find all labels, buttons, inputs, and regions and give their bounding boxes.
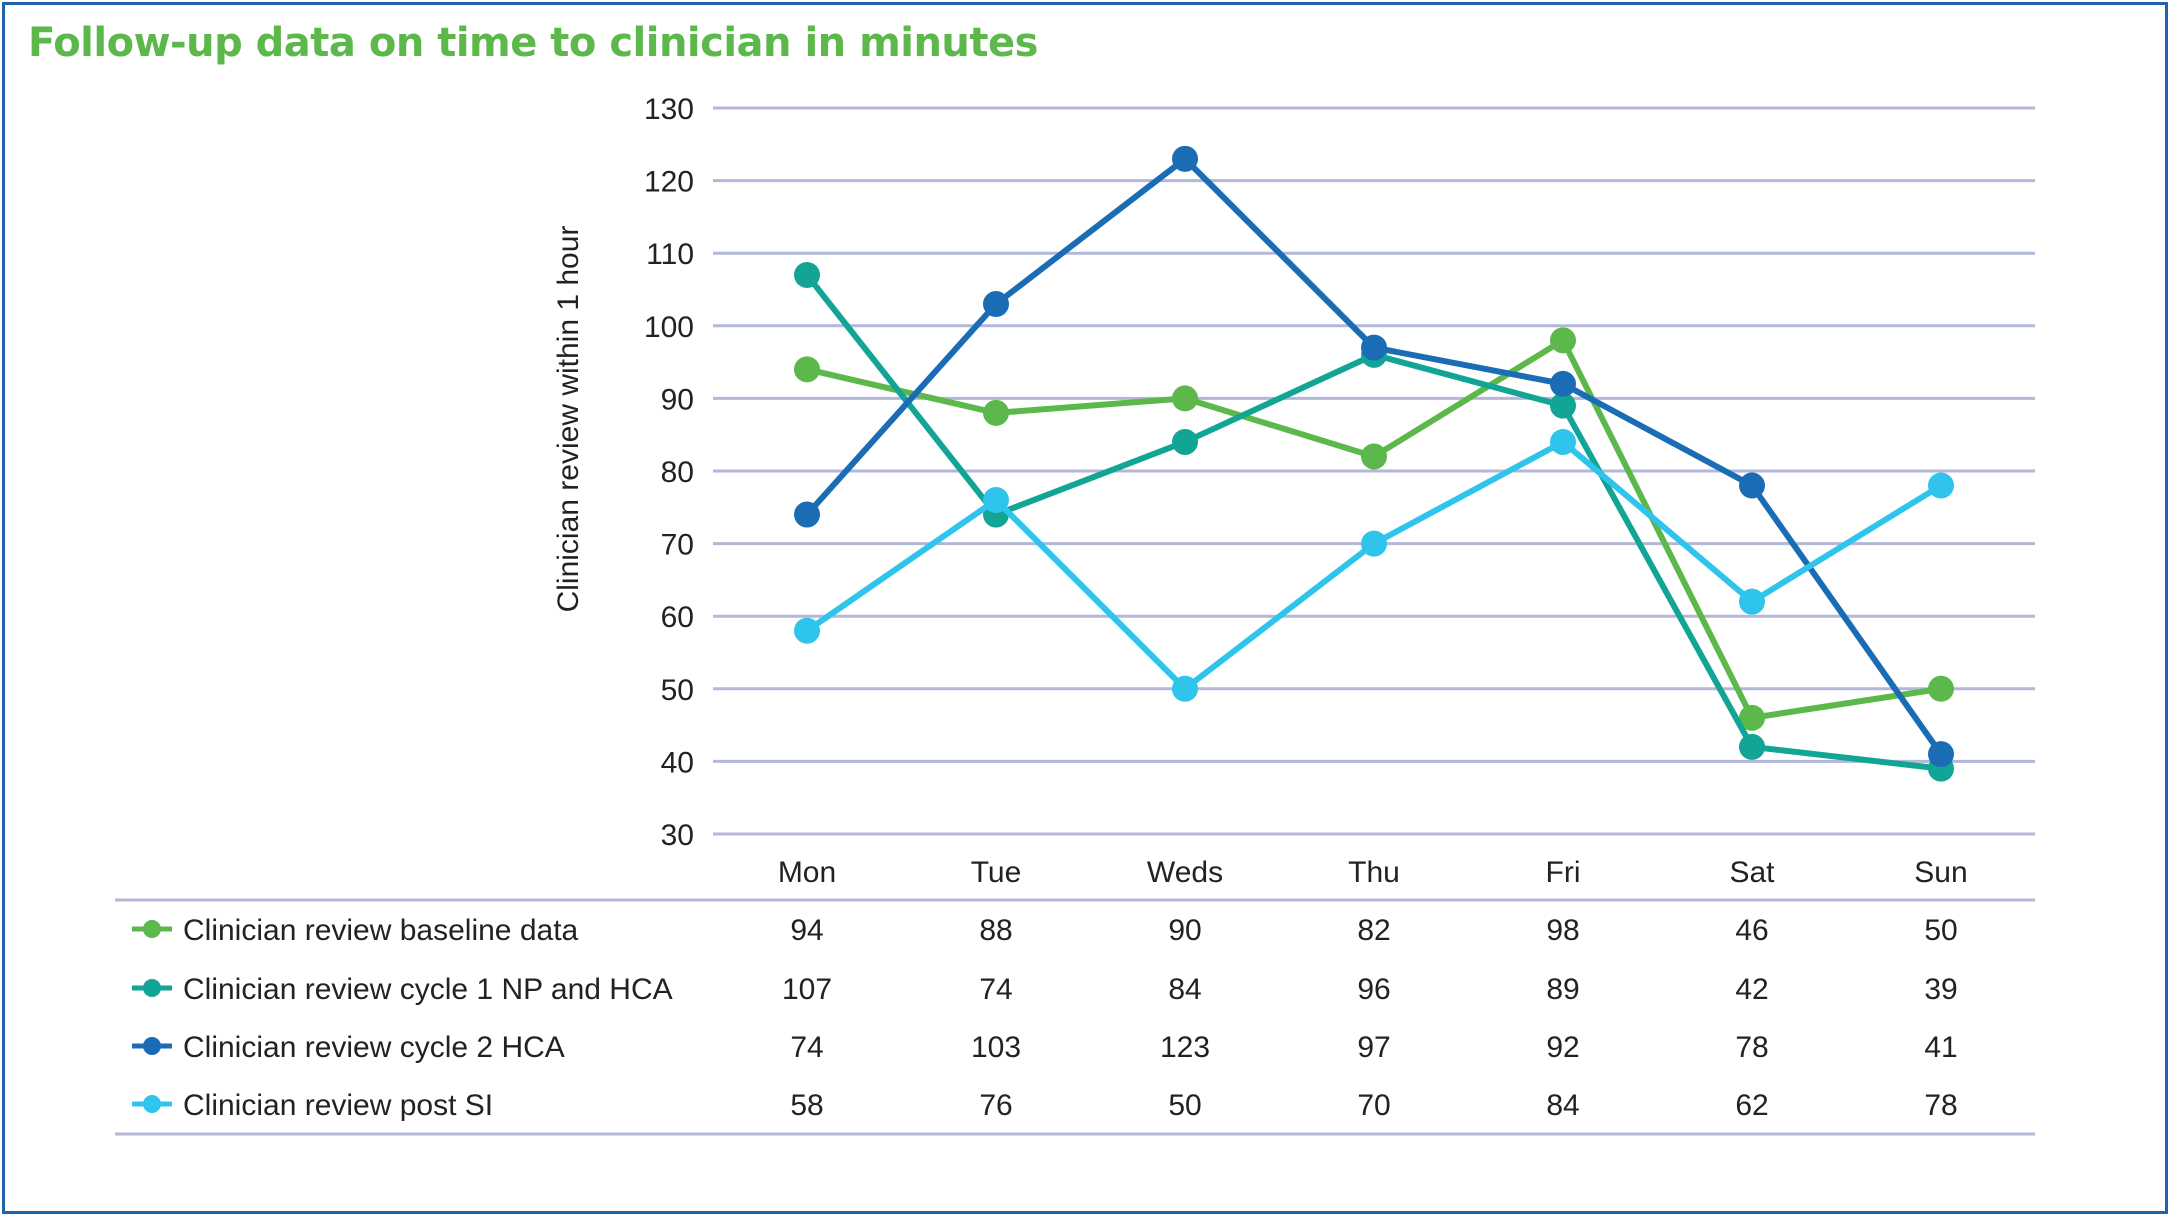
table-cell-value: 96 [1357, 973, 1390, 1006]
y-tick-label: 100 [644, 311, 694, 344]
x-tick-label: Sat [1729, 856, 1775, 889]
legend-label: Clinician review cycle 1 NP and HCA [183, 973, 673, 1006]
table-cell-value: 97 [1357, 1031, 1390, 1064]
x-tick-label: Tue [971, 856, 1022, 889]
data-point [1172, 675, 1198, 702]
table-cell-value: 76 [979, 1089, 1012, 1122]
data-point [1928, 675, 1954, 702]
table-cell-value: 50 [1924, 914, 1957, 947]
table-cell-value: 58 [790, 1089, 823, 1122]
x-tick-label: Mon [778, 856, 836, 889]
y-tick-label: 30 [661, 819, 694, 852]
table-cell-value: 98 [1546, 914, 1579, 947]
data-point [1928, 472, 1954, 499]
legend-label: Clinician review cycle 2 HCA [183, 1031, 565, 1064]
table-cell-value: 70 [1357, 1089, 1390, 1122]
table-cell-value: 62 [1735, 1089, 1768, 1122]
data-point [983, 291, 1009, 318]
data-point [1550, 428, 1576, 455]
y-tick-label: 90 [661, 383, 694, 416]
y-tick-label: 110 [646, 238, 694, 271]
data-point [794, 617, 820, 644]
chart-title: Follow-up data on time to clinician in m… [28, 20, 1038, 66]
data-point [983, 487, 1009, 514]
data-point [794, 501, 820, 528]
x-tick-label: Sun [1914, 856, 1967, 889]
table-cell-value: 84 [1546, 1089, 1579, 1122]
legend-swatch-marker [143, 920, 161, 938]
data-point [1550, 392, 1576, 419]
table-cell-value: 82 [1357, 914, 1390, 947]
data-point [1172, 145, 1198, 172]
table-cell-value: 50 [1168, 1089, 1201, 1122]
series-line-4 [805, 438, 1943, 692]
table-cell-value: 92 [1546, 1031, 1579, 1064]
legend-swatch-marker [143, 1095, 161, 1113]
table-cell-value: 74 [790, 1031, 823, 1064]
table-cell-value: 94 [790, 914, 823, 947]
data-point [1739, 704, 1765, 731]
data-point [1739, 733, 1765, 760]
table-cell-value: 78 [1924, 1089, 1957, 1122]
y-tick-label: 60 [661, 601, 694, 634]
data-point [794, 261, 820, 288]
data-point [1550, 370, 1576, 397]
data-point [1361, 334, 1387, 361]
table-cell-value: 41 [1924, 1031, 1957, 1064]
table-cell-value: 103 [971, 1031, 1021, 1064]
data-point [1739, 472, 1765, 499]
data-point [1361, 530, 1387, 557]
table-cell-value: 42 [1735, 973, 1768, 1006]
table-cell-value: 90 [1168, 914, 1201, 947]
data-point [1739, 588, 1765, 615]
data-point [1172, 385, 1198, 412]
table-cell-value: 84 [1168, 973, 1201, 1006]
table-cell-value: 107 [782, 973, 832, 1006]
legend-label: Clinician review baseline data [183, 914, 579, 947]
y-tick-label: 40 [661, 746, 694, 779]
data-point [1361, 443, 1387, 470]
y-tick-label: 70 [661, 529, 694, 562]
table-cell-value: 78 [1735, 1031, 1768, 1064]
table-cell-value: 74 [979, 973, 1012, 1006]
y-tick-label: 50 [661, 674, 694, 707]
data-point [1550, 327, 1576, 354]
x-tick-label: Thu [1348, 856, 1400, 889]
y-axis-label: Clinician review within 1 hour [552, 226, 585, 613]
legend-label: Clinician review post SI [183, 1089, 493, 1122]
table-cell-value: 89 [1546, 973, 1579, 1006]
data-point [1928, 741, 1954, 768]
y-tick-label: 80 [661, 456, 694, 489]
table-cell-value: 88 [979, 914, 1012, 947]
y-tick-label: 130 [644, 93, 694, 126]
table-cell-value: 39 [1924, 973, 1957, 1006]
x-tick-label: Fri [1546, 856, 1581, 889]
data-point [983, 399, 1009, 426]
table-cell-value: 123 [1160, 1031, 1210, 1064]
data-point [1172, 428, 1198, 455]
table-cell-value: 46 [1735, 914, 1768, 947]
x-tick-label: Weds [1147, 856, 1223, 889]
y-tick-label: 120 [644, 166, 694, 199]
legend-swatch-marker [143, 979, 161, 997]
legend-swatch-marker [143, 1037, 161, 1055]
data-point [794, 356, 820, 383]
